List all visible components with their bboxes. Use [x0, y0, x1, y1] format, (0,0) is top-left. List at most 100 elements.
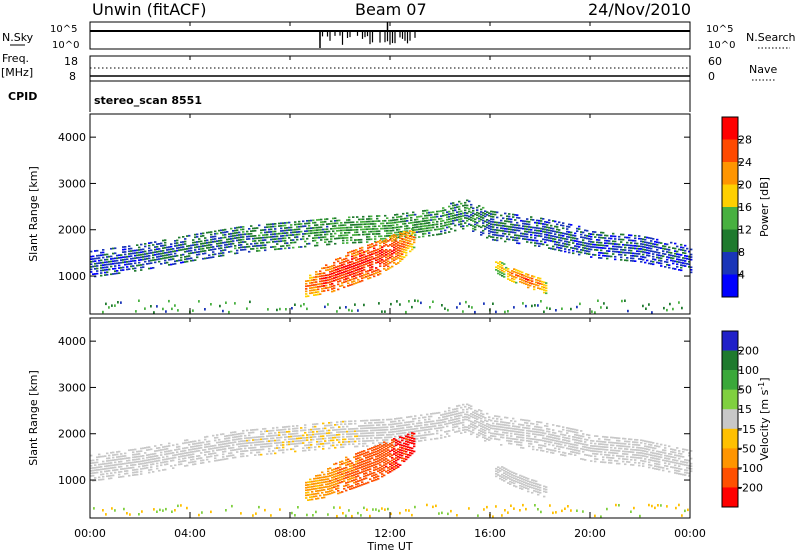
velocity-cell [530, 430, 533, 433]
velocity-cell [208, 448, 211, 450]
power-cell [456, 306, 458, 309]
power-cell [112, 247, 115, 250]
power-cell [533, 288, 536, 291]
velocity-cell [120, 465, 123, 468]
power-cell [104, 253, 107, 256]
velocity-cell [386, 441, 389, 444]
velocity-cell [352, 428, 355, 430]
velocity-cell [466, 403, 469, 406]
power-cell [578, 246, 581, 248]
velocity-cell [514, 440, 517, 443]
power-cell [114, 257, 117, 260]
velocity-cell [462, 408, 465, 411]
power-cell [418, 236, 421, 238]
velocity-cell [266, 430, 269, 432]
power-cell [216, 232, 219, 235]
velocity-cell [220, 441, 223, 443]
velocity-cell [594, 442, 597, 445]
velocity-cell [622, 437, 625, 440]
velocity-cell [356, 432, 359, 435]
power-cell [580, 231, 583, 233]
velocity-cell [616, 444, 619, 447]
power-cell [274, 225, 277, 228]
power-cell [644, 238, 647, 241]
power-cell [579, 302, 581, 306]
power-cell [332, 230, 335, 233]
velocity-cell [574, 441, 577, 444]
power-cell [339, 280, 342, 282]
velocity-cell [516, 425, 519, 428]
velocity-cell [272, 434, 275, 437]
power-cell [108, 260, 111, 263]
power-cell [568, 223, 571, 226]
power-cell [272, 238, 275, 241]
velocity-cell [590, 460, 593, 462]
power-cell [464, 217, 467, 219]
power-cell [351, 255, 354, 258]
velocity-cell [476, 413, 479, 415]
velocity-cell [434, 412, 437, 415]
power-cell [668, 264, 671, 266]
velocity-cell [374, 421, 377, 424]
velocity-cell [354, 445, 357, 448]
power-cell [600, 236, 603, 239]
velocity-cell [520, 431, 523, 434]
power-cell [306, 232, 309, 235]
power-cell [550, 237, 553, 240]
power-cell [375, 267, 378, 269]
power-cell [128, 260, 131, 263]
velocity-cell [326, 429, 329, 432]
velocity-cell [286, 443, 289, 446]
power-cell [238, 244, 241, 246]
power-cell [622, 251, 625, 254]
velocity-cell [370, 439, 373, 442]
power-cell [516, 227, 519, 229]
velocity-cell [152, 453, 155, 455]
power-cell [174, 260, 177, 263]
power-cell [398, 221, 401, 223]
power-cell [480, 216, 483, 218]
velocity-cell [348, 433, 351, 435]
power-cell [516, 237, 519, 239]
power-cell [398, 233, 401, 236]
power-cell [110, 255, 113, 258]
power-cell [337, 270, 340, 273]
power-cell [186, 258, 189, 260]
power-cell [202, 257, 205, 260]
velocity-cell [484, 434, 487, 437]
velocity-cell [224, 443, 227, 445]
power-cell [135, 310, 137, 313]
power-cell [506, 225, 509, 228]
velocity-cell [198, 442, 201, 444]
power-cell [334, 217, 337, 220]
power-cell [600, 247, 603, 249]
power-cell [464, 222, 467, 224]
power-cell [399, 234, 402, 237]
power-cell [418, 215, 421, 218]
velocity-cell [92, 469, 95, 472]
power-cell [202, 245, 205, 247]
velocity-cell [566, 432, 569, 434]
velocity-cell [286, 425, 289, 428]
power-cell [373, 247, 376, 250]
power-cell [614, 238, 617, 240]
power-cell [378, 233, 381, 235]
velocity-cell [554, 450, 557, 452]
velocity-cell [226, 457, 229, 460]
power-cell [371, 263, 374, 266]
power-cell [428, 219, 431, 222]
power-cell [309, 287, 312, 289]
velocity-cell [470, 433, 473, 436]
power-cell [538, 245, 541, 247]
power-cell [367, 265, 370, 267]
velocity-cell [204, 446, 207, 448]
velocity-cell [366, 427, 369, 429]
velocity-cell [222, 433, 225, 435]
power-cell [515, 274, 518, 276]
velocity-cell [176, 446, 179, 448]
velocity-cell [204, 438, 207, 441]
power-cell [134, 249, 137, 252]
power-cell [502, 217, 505, 220]
velocity-cell [100, 478, 103, 481]
power-cell [363, 263, 366, 266]
